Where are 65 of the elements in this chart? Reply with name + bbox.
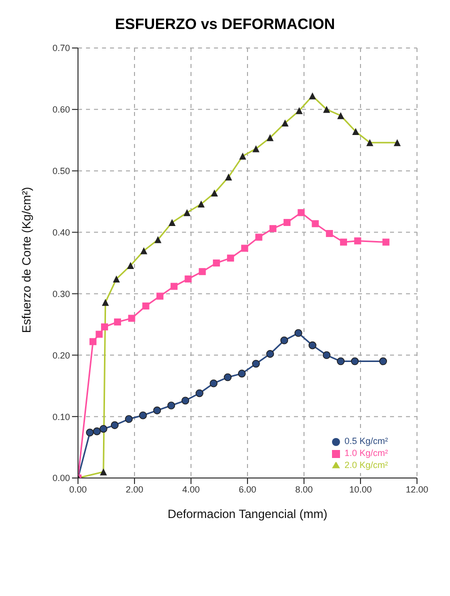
x-tick-label: 10.00 [349,484,372,494]
point [298,209,305,216]
point [153,406,161,414]
point [142,302,150,310]
y-axis-title: Esfuerzo de Corte (Kg/cm²) [19,186,34,333]
point [139,411,147,420]
point [382,238,390,246]
point [89,338,96,346]
x-tick-label: 8.00 [295,484,313,494]
point [238,370,246,378]
x-tick-label: 4.00 [182,484,200,494]
point [255,234,262,241]
point [167,402,176,410]
point [110,421,119,430]
y-tick-label: 0.40 [52,227,70,238]
point [280,336,288,344]
y-tick-label: 0.50 [52,166,70,176]
x-tick-label: 12.00 [406,484,428,494]
y-tick-label: 0.30 [52,288,70,299]
point [354,237,362,244]
point [128,314,136,322]
y-tick-label: 0.70 [52,43,70,54]
point [284,218,291,226]
point [93,427,101,436]
point [114,318,122,326]
point [340,238,348,246]
point [210,380,218,388]
y-tick-label: 0.10 [52,412,70,422]
point [336,357,345,366]
point [241,244,248,252]
point [379,357,387,366]
point [294,329,302,337]
point [196,389,204,398]
point [86,428,94,436]
point [181,396,190,404]
point [224,373,232,382]
legend-label: 2.0 Kg/cm² [344,460,388,470]
legend-label: 1.0 Kg/cm² [344,448,388,458]
point [212,260,220,266]
chart-title: ESFUERZO vs DEFORMACION [114,16,336,35]
x-tick-label: 6.00 [238,484,256,494]
point [266,350,274,358]
y-tick-label: 0.00 [52,473,70,484]
point [322,351,330,360]
point [96,330,103,338]
point [101,323,108,330]
point [308,341,316,350]
point [350,357,359,366]
y-tick-label: 0.60 [52,104,70,115]
y-tick-label: 0.20 [52,350,70,360]
x-tick-label: 0.00 [69,484,87,494]
point [326,230,333,238]
point [269,225,276,232]
point [100,424,108,433]
point [252,360,260,368]
x-axis-title: Deformacion Tangencial (mm) [168,507,328,521]
point [312,220,319,228]
point [124,415,133,423]
point [198,268,206,276]
point [156,292,164,300]
point [184,275,192,282]
point [170,282,178,290]
point [227,254,234,262]
x-tick-label: 2.00 [126,484,144,494]
legend-label: 0.5 Kg/cm² [344,436,388,446]
